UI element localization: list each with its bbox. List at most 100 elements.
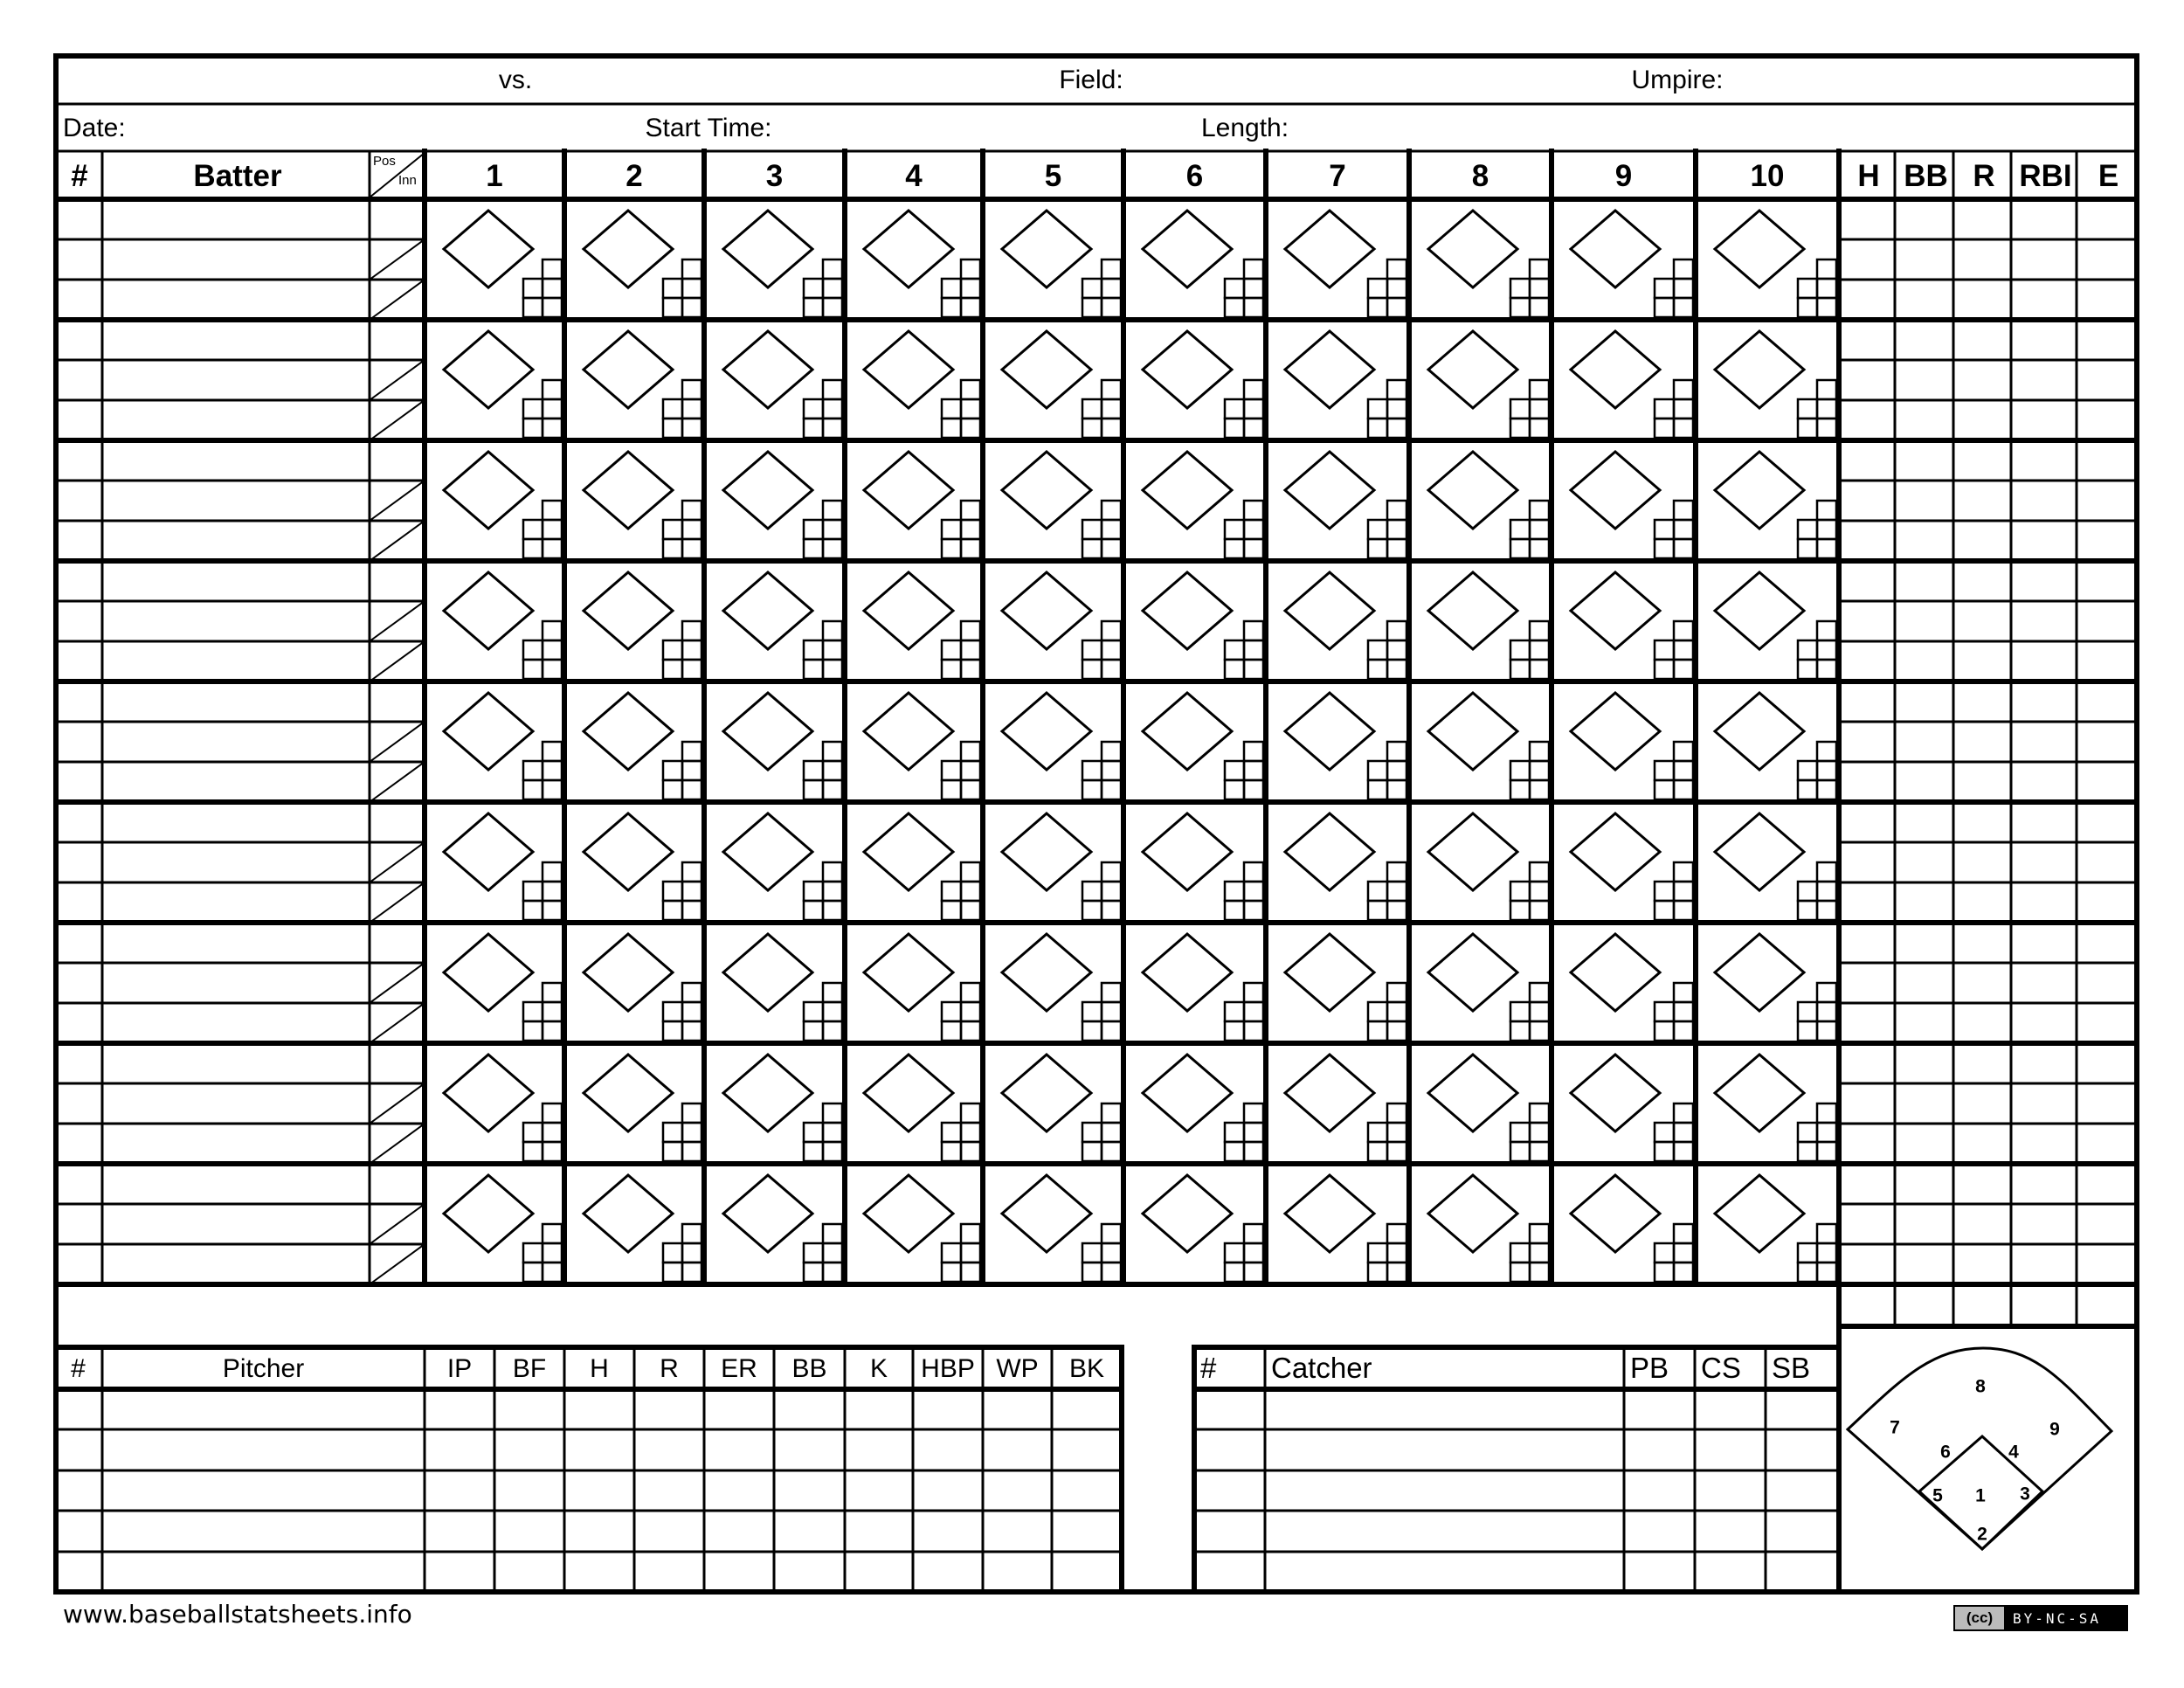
at-bat-cell[interactable] [721, 1053, 844, 1163]
at-bat-cell[interactable] [721, 1173, 844, 1283]
at-bat-cell[interactable] [1140, 932, 1265, 1042]
at-bat-cell[interactable] [441, 1053, 563, 1163]
at-bat-cell[interactable] [441, 1173, 563, 1283]
at-bat-cell[interactable] [1712, 450, 1838, 560]
at-bat-cell[interactable] [1426, 571, 1551, 681]
at-bat-cell[interactable] [1140, 329, 1265, 439]
at-bat-cell[interactable] [999, 812, 1123, 922]
at-bat-cell[interactable] [861, 571, 982, 681]
count-box [681, 537, 703, 560]
at-bat-cell[interactable] [1140, 209, 1265, 319]
at-bat-cell[interactable] [1712, 329, 1838, 439]
at-bat-cell[interactable] [1282, 812, 1408, 922]
at-bat-cell[interactable] [441, 209, 563, 319]
at-bat-cell[interactable] [861, 209, 982, 319]
at-bat-cell[interactable] [721, 450, 844, 560]
at-bat-cell[interactable] [1426, 1173, 1551, 1283]
at-bat-cell[interactable] [581, 450, 703, 560]
count-box [1386, 258, 1408, 280]
at-bat-cell[interactable] [1712, 691, 1838, 801]
count-box [1100, 417, 1123, 439]
at-bat-cell[interactable] [721, 329, 844, 439]
at-bat-cell[interactable] [441, 450, 563, 560]
count-box [1223, 1140, 1246, 1163]
at-bat-cell[interactable] [999, 691, 1123, 801]
at-bat-cell[interactable] [1140, 571, 1265, 681]
at-bat-cell[interactable] [861, 812, 982, 922]
at-bat-cell[interactable] [441, 691, 563, 801]
at-bat-cell[interactable] [721, 209, 844, 319]
at-bat-cell[interactable] [721, 932, 844, 1042]
at-bat-cell[interactable] [1426, 812, 1551, 922]
at-bat-cell[interactable] [999, 450, 1123, 560]
at-bat-cell[interactable] [861, 1053, 982, 1163]
at-bat-cell[interactable] [999, 329, 1123, 439]
at-bat-cell[interactable] [1712, 812, 1838, 922]
at-bat-cell[interactable] [1426, 932, 1551, 1042]
at-bat-cell[interactable] [1712, 932, 1838, 1042]
at-bat-cell[interactable] [441, 329, 563, 439]
at-bat-cell[interactable] [1712, 571, 1838, 681]
at-bat-cell[interactable] [1426, 209, 1551, 319]
at-bat-cell[interactable] [1568, 209, 1695, 319]
at-bat-cell[interactable] [999, 1053, 1123, 1163]
at-bat-cell[interactable] [1568, 450, 1695, 560]
ball-strike-boxes [1223, 258, 1265, 319]
at-bat-cell[interactable] [441, 812, 563, 922]
at-bat-cell[interactable] [1282, 450, 1408, 560]
at-bat-cell[interactable] [1712, 1053, 1838, 1163]
at-bat-cell[interactable] [1568, 571, 1695, 681]
at-bat-cell[interactable] [1140, 1173, 1265, 1283]
at-bat-cell[interactable] [1282, 1173, 1408, 1283]
at-bat-cell[interactable] [999, 209, 1123, 319]
at-bat-cell[interactable] [1426, 450, 1551, 560]
diamond-icon [1140, 932, 1234, 1013]
at-bat-cell[interactable] [1140, 691, 1265, 801]
at-bat-cell[interactable] [861, 1173, 982, 1283]
at-bat-cell[interactable] [1282, 571, 1408, 681]
at-bat-cell[interactable] [581, 329, 703, 439]
at-bat-cell[interactable] [1140, 1053, 1265, 1163]
at-bat-cell[interactable] [1282, 209, 1408, 319]
at-bat-cell[interactable] [999, 1173, 1123, 1283]
at-bat-cell[interactable] [441, 932, 563, 1042]
at-bat-cell[interactable] [861, 329, 982, 439]
at-bat-cell[interactable] [1282, 932, 1408, 1042]
at-bat-cell[interactable] [861, 932, 982, 1042]
at-bat-cell[interactable] [581, 1173, 703, 1283]
count-box [681, 296, 703, 319]
at-bat-cell[interactable] [721, 571, 844, 681]
at-bat-cell[interactable] [1568, 691, 1695, 801]
at-bat-cell[interactable] [581, 812, 703, 922]
at-bat-cell[interactable] [861, 691, 982, 801]
at-bat-cell[interactable] [1568, 1173, 1695, 1283]
at-bat-cell[interactable] [1282, 1053, 1408, 1163]
at-bat-cell[interactable] [1712, 1173, 1838, 1283]
at-bat-cell[interactable] [581, 1053, 703, 1163]
at-bat-cell[interactable] [1426, 691, 1551, 801]
at-bat-cell[interactable] [999, 571, 1123, 681]
at-bat-cell[interactable] [721, 812, 844, 922]
at-bat-cell[interactable] [861, 450, 982, 560]
at-bat-cell[interactable] [1568, 812, 1695, 922]
at-bat-cell[interactable] [1426, 329, 1551, 439]
at-bat-cell[interactable] [581, 932, 703, 1042]
at-bat-cell[interactable] [999, 932, 1123, 1042]
at-bat-cell[interactable] [1426, 1053, 1551, 1163]
at-bat-cell[interactable] [581, 691, 703, 801]
count-box [1796, 658, 1819, 681]
at-bat-cell[interactable] [1140, 812, 1265, 922]
at-bat-cell[interactable] [581, 209, 703, 319]
at-bat-cell[interactable] [581, 571, 703, 681]
at-bat-cell[interactable] [1140, 450, 1265, 560]
at-bat-cell[interactable] [1568, 932, 1695, 1042]
at-bat-cell[interactable] [1568, 1053, 1695, 1163]
at-bat-cell[interactable] [441, 571, 563, 681]
at-bat-cell[interactable] [1282, 329, 1408, 439]
at-bat-cell[interactable] [1568, 329, 1695, 439]
count-box [541, 981, 563, 1004]
at-bat-cell[interactable] [1282, 691, 1408, 801]
at-bat-cell[interactable] [1712, 209, 1838, 319]
diamond-icon [999, 209, 1094, 289]
at-bat-cell[interactable] [721, 691, 844, 801]
